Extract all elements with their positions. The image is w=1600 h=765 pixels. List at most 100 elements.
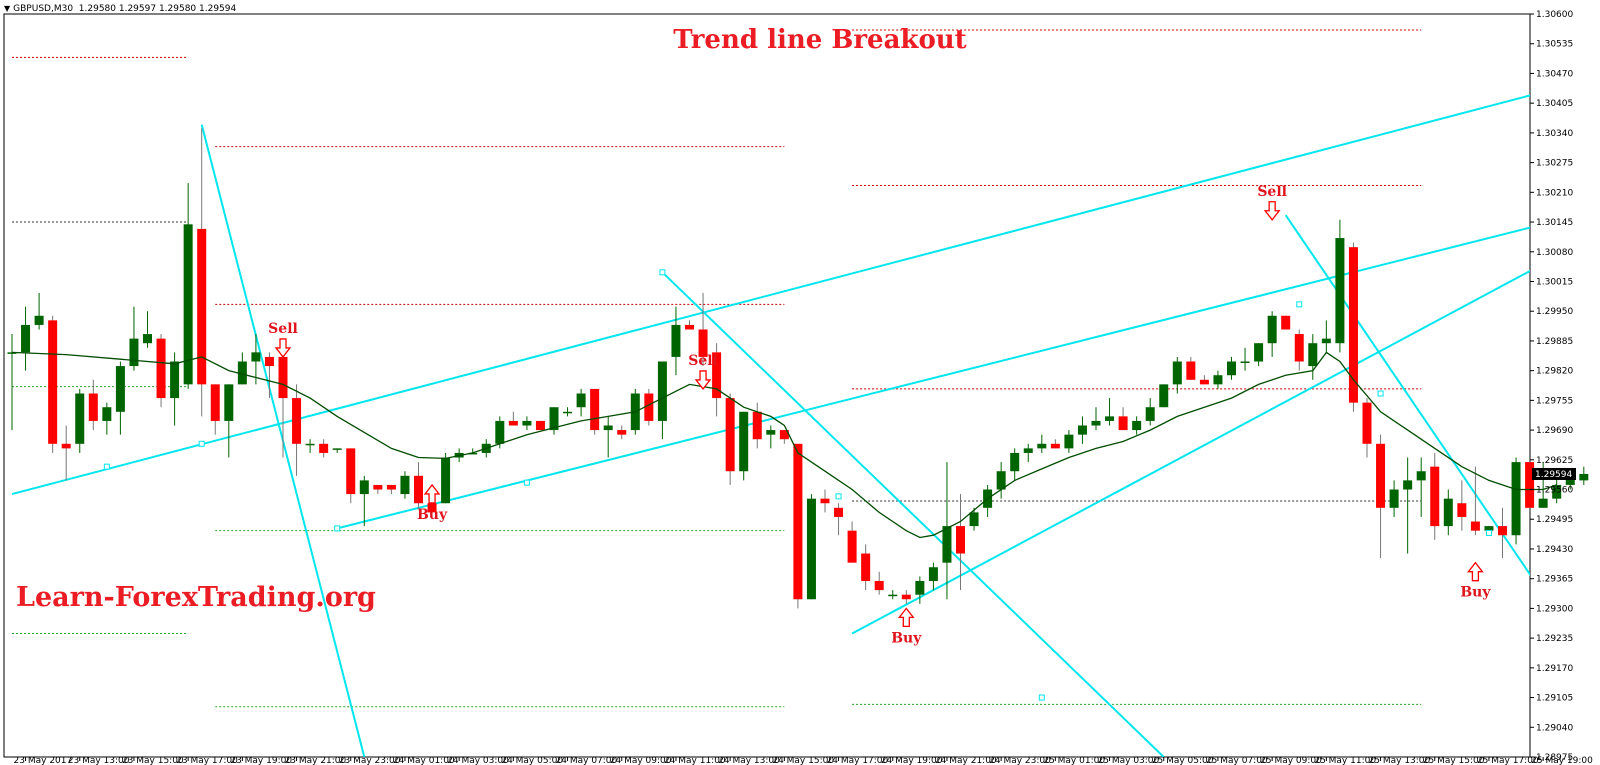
candle-bull <box>129 338 139 367</box>
sell-label: Sell <box>1257 184 1287 200</box>
current-price-tag <box>1532 467 1576 480</box>
candle-bull <box>495 420 505 444</box>
symbol-label: GBPUSD,M30 <box>13 4 74 14</box>
symbol-header: ▼ GBPUSD,M30 1.29580 1.29597 1.29580 1.29… <box>4 4 236 14</box>
sell-arrow-icon <box>694 370 712 390</box>
candle-bull <box>1579 473 1589 481</box>
candle-bull <box>1213 375 1223 385</box>
y-tick-label: 1.29170 <box>1536 664 1573 674</box>
candle-bull <box>671 324 681 357</box>
candle-bull <box>1037 443 1047 449</box>
y-tick-label: 1.29690 <box>1536 426 1573 436</box>
candle-bull <box>1511 462 1521 536</box>
x-tick-label: 25 May 05:00 <box>1152 756 1214 765</box>
y-tick-label: 1.30145 <box>1536 218 1573 228</box>
trendline-markers <box>103 269 1492 701</box>
trendline-anchor-marker <box>1296 301 1303 308</box>
candle-bear <box>698 329 708 357</box>
candle-bull <box>7 352 17 354</box>
y-tick-label: 1.29495 <box>1536 515 1573 525</box>
sell-label: Sell <box>268 321 298 337</box>
candle-bear <box>1498 526 1507 536</box>
x-tick-label: 25 May 17:00 <box>1477 756 1539 765</box>
buy-arrow-icon <box>423 483 441 504</box>
y-tick-label: 1.29430 <box>1536 545 1573 555</box>
candle-bull <box>888 594 898 597</box>
plot-frame <box>3 13 1531 758</box>
y-tick-label: 1.30275 <box>1536 159 1573 169</box>
candle-bear <box>956 526 965 554</box>
candle-bear <box>1470 521 1480 531</box>
candle-bear <box>156 338 166 399</box>
candle-bull <box>576 393 586 408</box>
candle-bear <box>1199 379 1209 385</box>
candle-bear <box>48 320 58 444</box>
y-tick-label: 1.30210 <box>1536 188 1573 198</box>
candle-bear <box>1525 462 1535 508</box>
trendline <box>11 94 1530 496</box>
buy-arrow-icon <box>1467 561 1484 582</box>
x-tick-label: 25 May 03:00 <box>1098 756 1160 765</box>
ohlc-readout: 1.29580 1.29597 1.29580 1.29594 <box>78 4 237 14</box>
candle-bear <box>901 594 911 600</box>
triangle-down-icon[interactable]: ▼ <box>4 4 11 13</box>
candle-bull <box>942 526 952 563</box>
x-tick-label: 25 May 11:00 <box>1314 756 1376 765</box>
candle-bear <box>834 507 844 517</box>
candle-bear <box>1050 443 1060 449</box>
y-tick-label: 1.29300 <box>1536 604 1573 614</box>
candle-bull <box>1443 498 1453 527</box>
candle-bear <box>386 484 396 490</box>
y-tick-label: 1.29040 <box>1536 723 1573 733</box>
trendlines <box>11 94 1530 757</box>
trendline-anchor-marker <box>334 525 341 532</box>
candle-bull <box>1172 361 1182 385</box>
buy-signal: Buy <box>417 483 448 523</box>
candle-bull <box>928 567 938 581</box>
candle-bull <box>1389 489 1399 508</box>
candle-bear <box>793 443 803 600</box>
buy-label: Buy <box>891 630 922 646</box>
x-tick-label: 25 May 13:00 <box>1369 756 1431 765</box>
candle-bull <box>657 361 667 421</box>
candle-bear <box>88 393 98 421</box>
buy-label: Buy <box>417 507 448 523</box>
candle-bear <box>1186 361 1196 380</box>
candle-bear <box>373 484 383 490</box>
candle-bull <box>1484 526 1494 531</box>
plot-area-border <box>3 13 1531 758</box>
candle-bull <box>766 430 776 435</box>
candle-bear <box>1362 402 1372 444</box>
sell-signal: Sell <box>1257 184 1287 221</box>
candle-bull <box>21 324 31 353</box>
candle-bear <box>752 411 762 440</box>
candle-bull <box>305 443 315 446</box>
sell-signal: Sell <box>268 321 298 358</box>
current-price-label: 1.29594 <box>1535 470 1572 480</box>
trendline-anchor-marker <box>1485 529 1492 536</box>
candle-bear <box>712 352 722 399</box>
candle-bull <box>915 580 925 595</box>
candle-bull <box>1145 407 1155 421</box>
signals: Sell Buy Sell Buy Sell Buy <box>268 184 1491 647</box>
y-tick-label: 1.30405 <box>1536 99 1573 109</box>
candle-bear <box>210 384 220 421</box>
x-tick-label: 23 May 19:00 <box>230 756 292 765</box>
candle-bear <box>535 420 545 431</box>
y-tick-label: 1.30470 <box>1536 69 1573 79</box>
candle-bull <box>1105 416 1115 421</box>
trendline-anchor-marker <box>659 269 666 276</box>
moving-average <box>11 351 1557 539</box>
candle-bull <box>1565 475 1575 485</box>
candle-bull <box>75 393 85 444</box>
x-tick-label: 25 May 19:00 <box>1531 756 1593 765</box>
candle-bear <box>1294 334 1304 362</box>
candle-bull <box>969 512 979 527</box>
trendline <box>1284 214 1530 577</box>
candle-bear <box>685 324 694 330</box>
candle-bull <box>563 411 573 414</box>
x-tick-label: 24 May 23:00 <box>989 756 1051 765</box>
candle-bear <box>197 228 207 385</box>
